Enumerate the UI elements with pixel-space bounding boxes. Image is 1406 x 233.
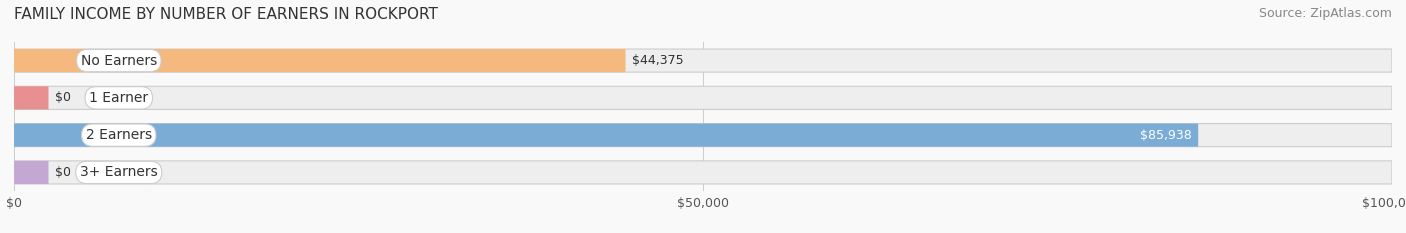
Text: 2 Earners: 2 Earners — [86, 128, 152, 142]
Text: $0: $0 — [55, 91, 72, 104]
Text: 1 Earner: 1 Earner — [89, 91, 149, 105]
Text: $0: $0 — [55, 166, 72, 179]
FancyBboxPatch shape — [14, 49, 1392, 72]
FancyBboxPatch shape — [14, 161, 1392, 184]
FancyBboxPatch shape — [14, 49, 626, 72]
FancyBboxPatch shape — [14, 86, 1392, 110]
FancyBboxPatch shape — [14, 86, 48, 110]
Text: FAMILY INCOME BY NUMBER OF EARNERS IN ROCKPORT: FAMILY INCOME BY NUMBER OF EARNERS IN RO… — [14, 7, 437, 22]
Text: $44,375: $44,375 — [633, 54, 683, 67]
Text: $85,938: $85,938 — [1139, 129, 1191, 142]
FancyBboxPatch shape — [14, 123, 1198, 147]
Text: 3+ Earners: 3+ Earners — [80, 165, 157, 179]
Text: No Earners: No Earners — [80, 54, 157, 68]
FancyBboxPatch shape — [14, 123, 1392, 147]
Text: Source: ZipAtlas.com: Source: ZipAtlas.com — [1258, 7, 1392, 20]
FancyBboxPatch shape — [14, 161, 48, 184]
